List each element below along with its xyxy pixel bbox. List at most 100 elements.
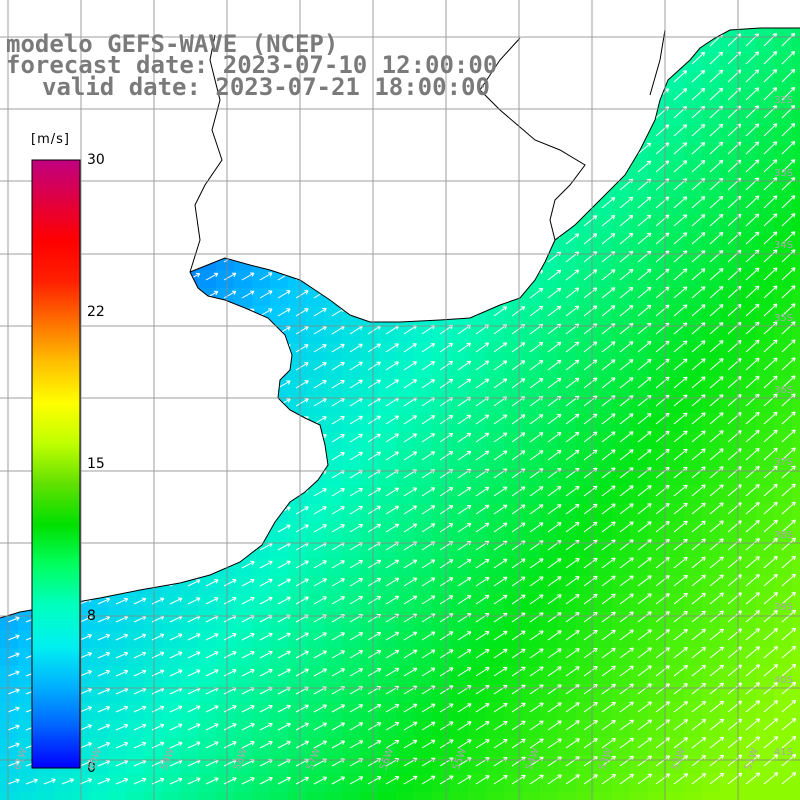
wind-arrow (547, 540, 562, 551)
wind-arrow (691, 520, 706, 533)
wind-cell (720, 28, 739, 37)
wind-arrow (727, 123, 742, 137)
wind-arrow (619, 611, 634, 623)
wind-arrow (709, 87, 724, 101)
wind-arrow (637, 268, 652, 281)
wind-cell (792, 792, 800, 800)
wind-arrow (97, 760, 111, 767)
wind-cell (612, 630, 631, 649)
wind-cell (306, 792, 325, 800)
wind-arrow (601, 269, 616, 281)
wind-cell (630, 594, 649, 613)
wind-arrow (673, 719, 688, 731)
wind-arrow (475, 649, 490, 659)
wind-arrow (601, 737, 616, 749)
wind-arrow (475, 360, 490, 371)
wind-cell (792, 684, 800, 703)
wind-cell (774, 792, 793, 800)
wind-arrow (259, 596, 273, 605)
wind-cell (792, 126, 800, 145)
wind-arrow (457, 360, 472, 371)
wind-cell (612, 594, 631, 613)
wind-cell (558, 306, 577, 325)
wind-arrow (367, 415, 381, 425)
wind-arrow (781, 285, 796, 299)
wind-cell (18, 792, 37, 800)
wind-arrow (331, 776, 346, 785)
wind-arrow (619, 413, 634, 425)
wind-arrow (601, 503, 616, 515)
wind-arrow (7, 670, 20, 677)
wind-arrow (457, 577, 472, 587)
colorbar-tick: 30 (87, 152, 105, 168)
wind-arrow (601, 485, 616, 497)
wind-arrow (691, 466, 706, 479)
wind-arrow (385, 721, 400, 731)
wind-arrow (385, 559, 400, 569)
wind-arrow (709, 574, 724, 587)
wind-arrow (637, 214, 652, 227)
wind-cell (648, 666, 667, 685)
lat-label: 33S (774, 168, 794, 179)
wind-arrow (691, 196, 706, 209)
wind-arrow (781, 627, 796, 641)
wind-cell (558, 324, 577, 343)
wind-cell (774, 108, 793, 127)
wind-arrow (79, 742, 93, 749)
wind-arrow (205, 272, 219, 281)
wind-arrow (619, 503, 634, 515)
wind-arrow (313, 596, 327, 605)
wind-arrow (691, 160, 706, 173)
wind-arrow (457, 739, 472, 749)
wind-cell (792, 414, 800, 433)
wind-arrow (313, 740, 328, 749)
wind-arrow (745, 393, 760, 407)
wind-arrow (331, 722, 346, 731)
wind-arrow (691, 124, 706, 137)
wind-arrow (763, 664, 779, 677)
wind-arrow (745, 574, 760, 587)
wind-arrow (781, 537, 796, 551)
wind-arrow (583, 666, 598, 677)
wind-cell (594, 486, 613, 505)
wind-arrow (565, 594, 580, 605)
wind-arrow (187, 651, 201, 659)
wind-arrow (547, 702, 562, 713)
wind-arrow (709, 664, 724, 677)
wind-arrow (745, 465, 760, 479)
wind-arrow (763, 501, 778, 515)
wind-arrow (655, 448, 670, 461)
wind-cell (792, 270, 800, 289)
wind-arrow (709, 69, 724, 83)
wind-arrow (367, 361, 381, 371)
wind-cell (774, 28, 793, 37)
wind-arrow (313, 326, 327, 335)
wind-arrow (169, 597, 183, 605)
wind-cell (0, 792, 19, 800)
wind-arrow (295, 308, 309, 317)
wind-arrow (547, 558, 562, 569)
wind-arrow (547, 468, 562, 479)
wind-arrow (763, 772, 779, 785)
wind-arrow (403, 721, 418, 731)
wind-arrow (277, 524, 291, 533)
wind-arrow (241, 668, 255, 677)
wind-arrow (745, 195, 760, 209)
wind-arrow (691, 430, 706, 443)
wind-cell (738, 792, 757, 800)
wind-arrow (205, 741, 219, 749)
wind-arrow (745, 213, 760, 227)
wind-arrow (637, 142, 652, 155)
wind-arrow (637, 683, 652, 695)
wind-cell (630, 504, 649, 523)
wind-arrow (493, 721, 508, 731)
wind-arrow (421, 505, 436, 515)
wind-arrow (691, 376, 706, 389)
wind-arrow (637, 395, 652, 407)
wind-arrow (295, 722, 310, 731)
wind-cell (540, 288, 559, 307)
wind-arrow (421, 523, 436, 533)
wind-arrow (655, 340, 670, 353)
wind-cell (774, 36, 793, 55)
wind-arrow (169, 723, 183, 731)
